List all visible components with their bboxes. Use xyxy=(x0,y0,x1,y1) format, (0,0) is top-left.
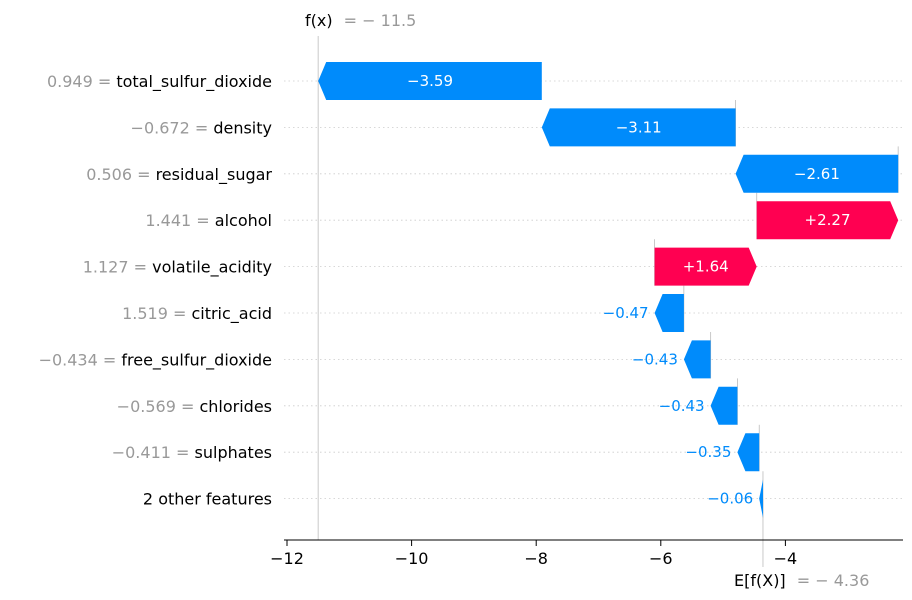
bar-value-label: −0.35 xyxy=(685,443,731,461)
bar-value-label: −0.47 xyxy=(603,304,649,322)
feature-label: 1.441 = alcohol xyxy=(145,211,272,230)
x-tick-label: −10 xyxy=(395,549,429,568)
negative-bar xyxy=(735,154,899,193)
negative-bar xyxy=(541,108,736,147)
feature-value: 1.441 = xyxy=(145,211,214,230)
feature-name: chlorides xyxy=(199,396,272,415)
negative-bar xyxy=(318,62,542,100)
feature-name: volatile_acidity xyxy=(152,257,272,277)
efx-math: E[f(X)] xyxy=(734,571,786,590)
bar-value-label: −2.61 xyxy=(794,165,840,183)
feature-value: −0.672 = xyxy=(131,118,214,137)
feature-label: −0.569 = chlorides xyxy=(117,396,272,415)
feature-label: −0.434 = free_sulfur_dioxide xyxy=(39,350,272,370)
feature-labels: 0.949 = total_sulfur_dioxide −0.672 = den… xyxy=(39,72,273,509)
feature-name: residual_sugar xyxy=(156,164,273,184)
x-tick-label: −4 xyxy=(774,549,798,568)
feature-value: −0.434 = xyxy=(39,350,122,369)
feature-label: 2 other features xyxy=(143,489,272,508)
feature-value: −0.569 = xyxy=(117,396,200,415)
fx-annotation: f(x) = − 11.5 xyxy=(305,11,416,30)
feature-value: 1.519 = xyxy=(122,304,191,323)
bar-value-label: −3.59 xyxy=(407,72,453,90)
x-tick-label: −12 xyxy=(270,549,304,568)
fx-math: f(x) xyxy=(305,11,333,30)
feature-value: −0.411 = xyxy=(112,443,195,462)
feature-label: 1.519 = citric_acid xyxy=(122,304,272,324)
feature-name: alcohol xyxy=(215,211,272,230)
bar-value-label: −0.06 xyxy=(707,490,753,508)
feature-value: 0.506 = xyxy=(86,164,155,183)
feature-name: total_sulfur_dioxide xyxy=(116,72,272,92)
feature-name: citric_acid xyxy=(191,304,272,324)
positive-bar xyxy=(654,247,757,286)
fx-value: = − 11.5 xyxy=(339,11,417,30)
negative-bar xyxy=(737,433,760,472)
feature-name: 2 other features xyxy=(143,489,272,508)
feature-label: 0.506 = residual_sugar xyxy=(86,164,272,184)
negative-bar xyxy=(654,294,684,332)
negative-bar xyxy=(710,386,738,425)
bar-value-label: +2.27 xyxy=(805,211,851,229)
negative-bar xyxy=(683,340,711,379)
efx-annotation: E[f(X)] = − 4.36 xyxy=(734,571,869,590)
x-axis: −12 −10 −8 −6 −4 xyxy=(270,539,903,568)
feature-label: 0.949 = total_sulfur_dioxide xyxy=(47,72,272,92)
feature-value: 1.127 = xyxy=(83,257,152,276)
contribution-bars: −3.59 −3.11 −2.61 +2.27 +1.64 −0.47 −0.43 −0.43… xyxy=(318,62,899,518)
feature-label: 1.127 = volatile_acidity xyxy=(83,257,272,277)
feature-value: 0.949 = xyxy=(47,72,116,91)
x-tick-label: −8 xyxy=(524,549,548,568)
bar-value-label: −0.43 xyxy=(659,397,705,415)
x-tick-label: −6 xyxy=(649,549,673,568)
feature-name: free_sulfur_dioxide xyxy=(121,350,272,370)
feature-label: −0.672 = density xyxy=(131,118,272,137)
efx-value: = − 4.36 xyxy=(792,571,870,590)
feature-label: −0.411 = sulphates xyxy=(112,443,272,462)
positive-bar xyxy=(756,201,899,240)
feature-name: sulphates xyxy=(195,443,272,462)
bar-value-label: −0.43 xyxy=(632,350,678,368)
bar-value-label: +1.64 xyxy=(683,258,729,276)
bar-value-label: −3.11 xyxy=(616,118,662,136)
feature-name: density xyxy=(213,118,272,137)
negative-bar xyxy=(759,479,763,518)
